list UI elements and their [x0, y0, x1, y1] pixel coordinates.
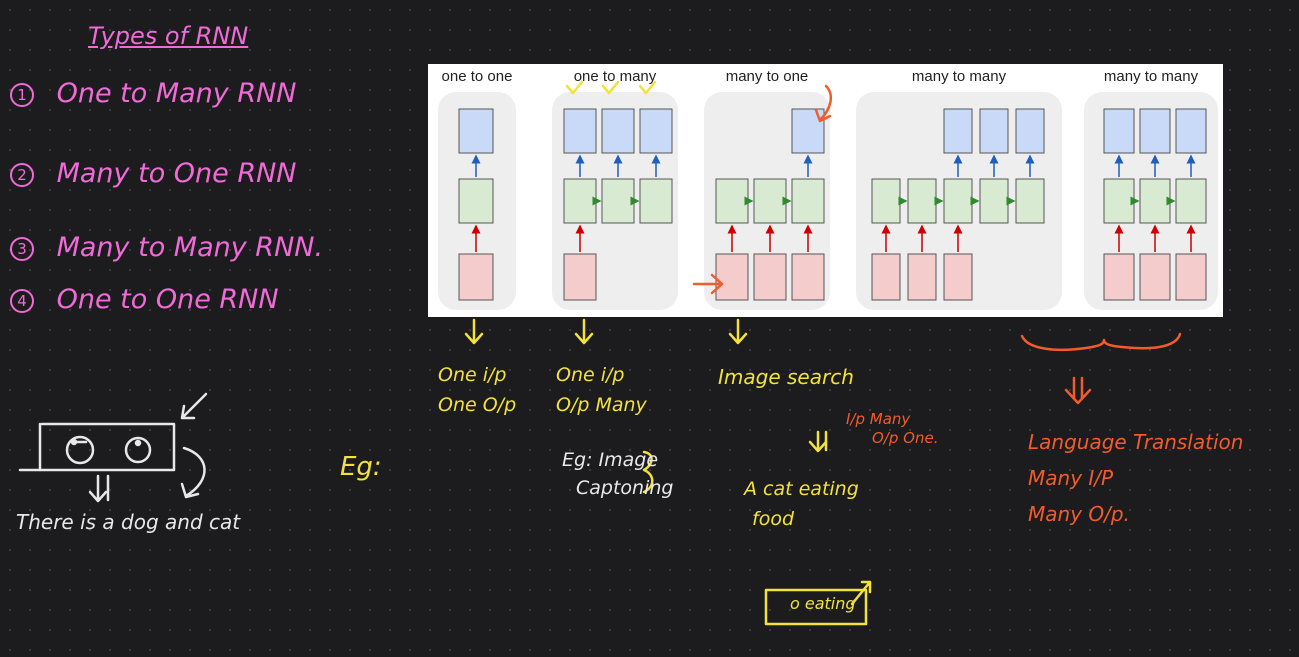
- panel-title-one-to-one: one to one: [441, 68, 513, 85]
- list-item: 2 Many to One RNN: [10, 158, 297, 189]
- many-to-many-notes: Language Translation Many I/P Many O/p.: [1028, 424, 1243, 532]
- list-text: Many to Many RNN.: [56, 232, 324, 263]
- rnn-diagram: one to one one to many many to one many …: [428, 64, 1223, 317]
- many-to-one-input-label: I/p Many: [846, 410, 911, 428]
- many-to-one-io: I/p Many O/p One.: [846, 410, 938, 448]
- panel-title-many-to-many-1: many to many: [911, 68, 1007, 85]
- list-number: 1: [10, 82, 34, 107]
- list-text: Many to One RNN: [56, 158, 297, 189]
- one-to-many-cells: [563, 108, 673, 301]
- many-to-many-delayed-cells: [871, 108, 1045, 301]
- list-text: One to Many RNN: [56, 78, 297, 109]
- example-line-1: A cat eating: [744, 478, 859, 500]
- language-translation-label: Language Translation: [1028, 430, 1244, 454]
- panel-title-many-to-one: many to one: [725, 68, 809, 85]
- many-input-label: Many I/P: [1028, 466, 1114, 490]
- many-to-one-cells: [715, 108, 825, 301]
- list-text: One to One RNN: [56, 284, 279, 315]
- many-to-many-synced-cells: [1103, 108, 1207, 301]
- rnn-diagram-svg: [438, 92, 1218, 310]
- list-item: 3 Many to Many RNN.: [10, 232, 323, 263]
- one-to-many-io: One i/p O/p Many: [556, 360, 647, 420]
- list-number: 3: [10, 236, 34, 261]
- eg-captioning-label: Captoning: [576, 477, 674, 499]
- list-number: 4: [10, 288, 34, 313]
- one-to-many-example: Eg: Image Captoning: [562, 446, 673, 502]
- sketch-caption: There is a dog and cat: [16, 510, 241, 534]
- one-to-one-cells: [458, 108, 494, 301]
- panel-title-one-to-many: one to many: [573, 68, 657, 85]
- one-to-one-output-label: One O/p: [438, 394, 517, 416]
- eg-image-label: Eg: Image: [562, 449, 659, 471]
- list-item: 1 One to Many RNN: [10, 78, 297, 109]
- one-to-many-output-label: O/p Many: [556, 394, 647, 416]
- eg-label: Eg:: [340, 452, 382, 482]
- example-line-2: food: [752, 508, 794, 530]
- orange-arrow-icons: [692, 84, 1182, 405]
- list-number: 2: [10, 162, 34, 187]
- eating-box-text: o eating: [790, 594, 856, 613]
- many-to-one-title: Image search: [718, 365, 854, 389]
- notes-heading: Types of RNN: [88, 22, 249, 50]
- many-to-one-output-label: O/p One.: [872, 429, 939, 447]
- many-to-one-example: A cat eating food: [744, 474, 859, 534]
- panel-title-many-to-many-2: many to many: [1103, 68, 1199, 85]
- list-item: 4 One to One RNN: [10, 284, 279, 315]
- one-to-one-io: One i/p One O/p: [438, 360, 516, 420]
- sketch-image-icon: [18, 392, 208, 503]
- yellow-arrow-icons: [464, 80, 872, 626]
- one-to-many-input-label: One i/p: [556, 364, 625, 386]
- one-to-one-input-label: One i/p: [438, 364, 507, 386]
- many-output-label: Many O/p.: [1028, 502, 1130, 526]
